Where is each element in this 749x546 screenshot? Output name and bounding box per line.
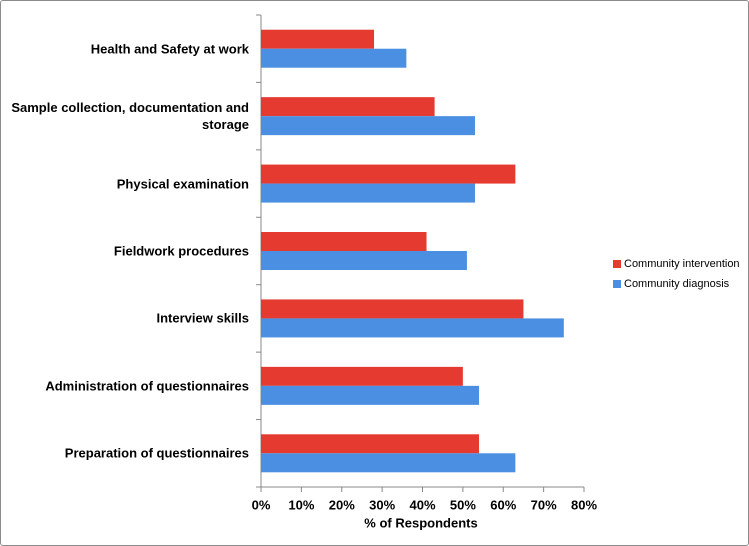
legend-label: Community intervention: [624, 258, 740, 270]
y-tick-label: Administration of questionnaires: [45, 378, 249, 394]
bar: [261, 366, 463, 386]
bar: [261, 318, 564, 338]
x-axis-title: % of Respondents: [364, 515, 477, 530]
legend-label: Community diagnosis: [624, 278, 730, 290]
bar: [261, 116, 475, 136]
y-tick-label: Health and Safety at work: [90, 41, 249, 57]
x-tick-label: 30%: [369, 497, 395, 512]
bar: [261, 29, 375, 49]
bar: [261, 434, 480, 454]
bar: [261, 385, 480, 405]
y-tick-label: Interview skills: [156, 310, 250, 326]
y-tick-label: Physical examination: [116, 176, 249, 192]
bar: [261, 48, 407, 68]
legend-swatch: [613, 260, 621, 268]
bar: [261, 299, 524, 319]
bar: [261, 97, 435, 117]
x-tick-label: 40%: [409, 497, 435, 512]
bar: [261, 232, 427, 251]
x-tick-label: 50%: [450, 497, 476, 512]
bar: [261, 453, 516, 473]
x-tick-label: 80%: [571, 497, 597, 512]
y-tick-label: Fieldwork procedures: [113, 243, 249, 259]
legend-swatch: [613, 280, 621, 288]
bar: [261, 164, 516, 184]
x-tick-label: 60%: [490, 497, 516, 512]
x-tick-label: 0%: [252, 497, 271, 512]
bar: [261, 251, 467, 270]
y-tick-label: Preparation of questionnaires: [64, 445, 249, 461]
bar: [261, 183, 475, 203]
y-tick-label: Sample collection, documentation and sto…: [11, 100, 249, 133]
x-tick-label: 70%: [531, 497, 557, 512]
x-tick-label: 20%: [329, 497, 355, 512]
x-tick-label: 10%: [288, 497, 314, 512]
